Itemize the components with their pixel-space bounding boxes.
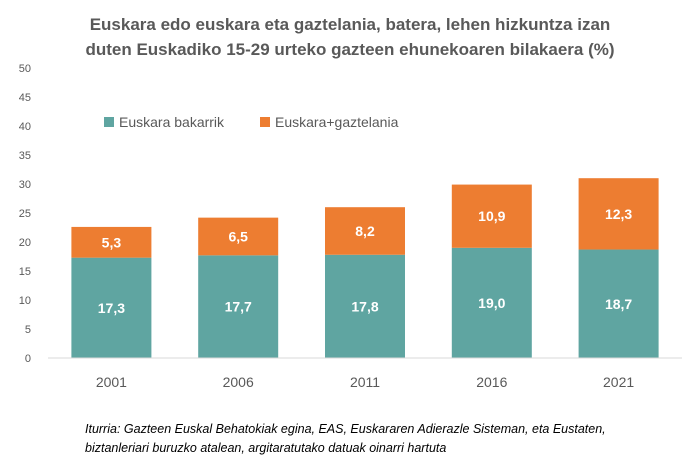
data-label: 18,7 xyxy=(605,296,632,312)
x-axis: 2001 2006 2011 2016 2021 xyxy=(48,357,682,390)
y-tick-label: 35 xyxy=(19,150,31,162)
bar-segment xyxy=(325,207,405,255)
data-label: 17,3 xyxy=(98,300,125,316)
y-tick-label: 40 xyxy=(19,121,31,133)
y-tick-label: 15 xyxy=(19,266,31,278)
data-label: 17,8 xyxy=(351,298,378,314)
chart-title: Euskara edo euskara eta gaztelania, bate… xyxy=(0,12,700,62)
data-label: 5,3 xyxy=(102,234,122,250)
footnote-line-1: Iturria: Gazteen Euskal Behatokiak egina… xyxy=(85,422,606,436)
data-label: 19,0 xyxy=(478,295,505,311)
y-tick-label: 0 xyxy=(25,353,31,365)
y-tick-label: 20 xyxy=(19,237,31,249)
chart-title-line-2: duten Euskadiko 15-29 urteko gazteen ehu… xyxy=(85,40,615,59)
bar-segment xyxy=(325,254,405,358)
legend: Euskara bakarrik Euskara+gaztelania xyxy=(104,114,399,130)
bar-segment xyxy=(198,217,279,256)
legend-label: Euskara bakarrik xyxy=(119,114,225,130)
data-label: 10,9 xyxy=(478,208,505,224)
bar-segment xyxy=(578,249,659,358)
y-tick-label: 30 xyxy=(19,179,31,191)
legend-label: Euskara+gaztelania xyxy=(275,114,399,130)
x-tick-label: 2016 xyxy=(476,374,507,390)
x-tick-label: 2001 xyxy=(96,374,127,390)
footnote-line-2: biztanleriari buruzko atalean, argitarat… xyxy=(85,441,447,455)
source-footnote: Iturria: Gazteen Euskal Behatokiak egina… xyxy=(85,420,695,458)
data-label: 17,7 xyxy=(225,299,252,315)
x-tick-label: 2021 xyxy=(603,374,634,390)
bars: 17,3 5,3 17,7 6,5 17,8 8,2 19,0 10,9 18,7 12,3 xyxy=(71,178,659,358)
y-tick-label: 45 xyxy=(19,92,31,104)
data-label: 8,2 xyxy=(355,223,375,239)
y-tick-label: 10 xyxy=(19,295,31,307)
legend-swatch xyxy=(104,117,114,127)
data-label: 6,5 xyxy=(228,228,248,244)
bar-segment xyxy=(71,226,152,258)
bar-segment xyxy=(71,257,152,358)
y-tick-label: 25 xyxy=(19,208,31,220)
data-label: 12,3 xyxy=(605,206,632,222)
y-axis: 0 5 10 15 20 25 30 35 40 45 50 xyxy=(19,63,31,365)
chart-title-line-1: Euskara edo euskara eta gaztelania, bate… xyxy=(89,15,611,34)
bar-segment xyxy=(451,184,532,248)
legend-swatch xyxy=(260,117,270,127)
bar-segment xyxy=(198,255,279,358)
bar-segment xyxy=(578,178,659,250)
x-tick-label: 2011 xyxy=(350,374,380,390)
y-tick-label: 5 xyxy=(25,324,31,336)
y-tick-label: 50 xyxy=(19,63,31,75)
x-tick-label: 2006 xyxy=(223,374,254,390)
bar-segment xyxy=(451,247,532,358)
